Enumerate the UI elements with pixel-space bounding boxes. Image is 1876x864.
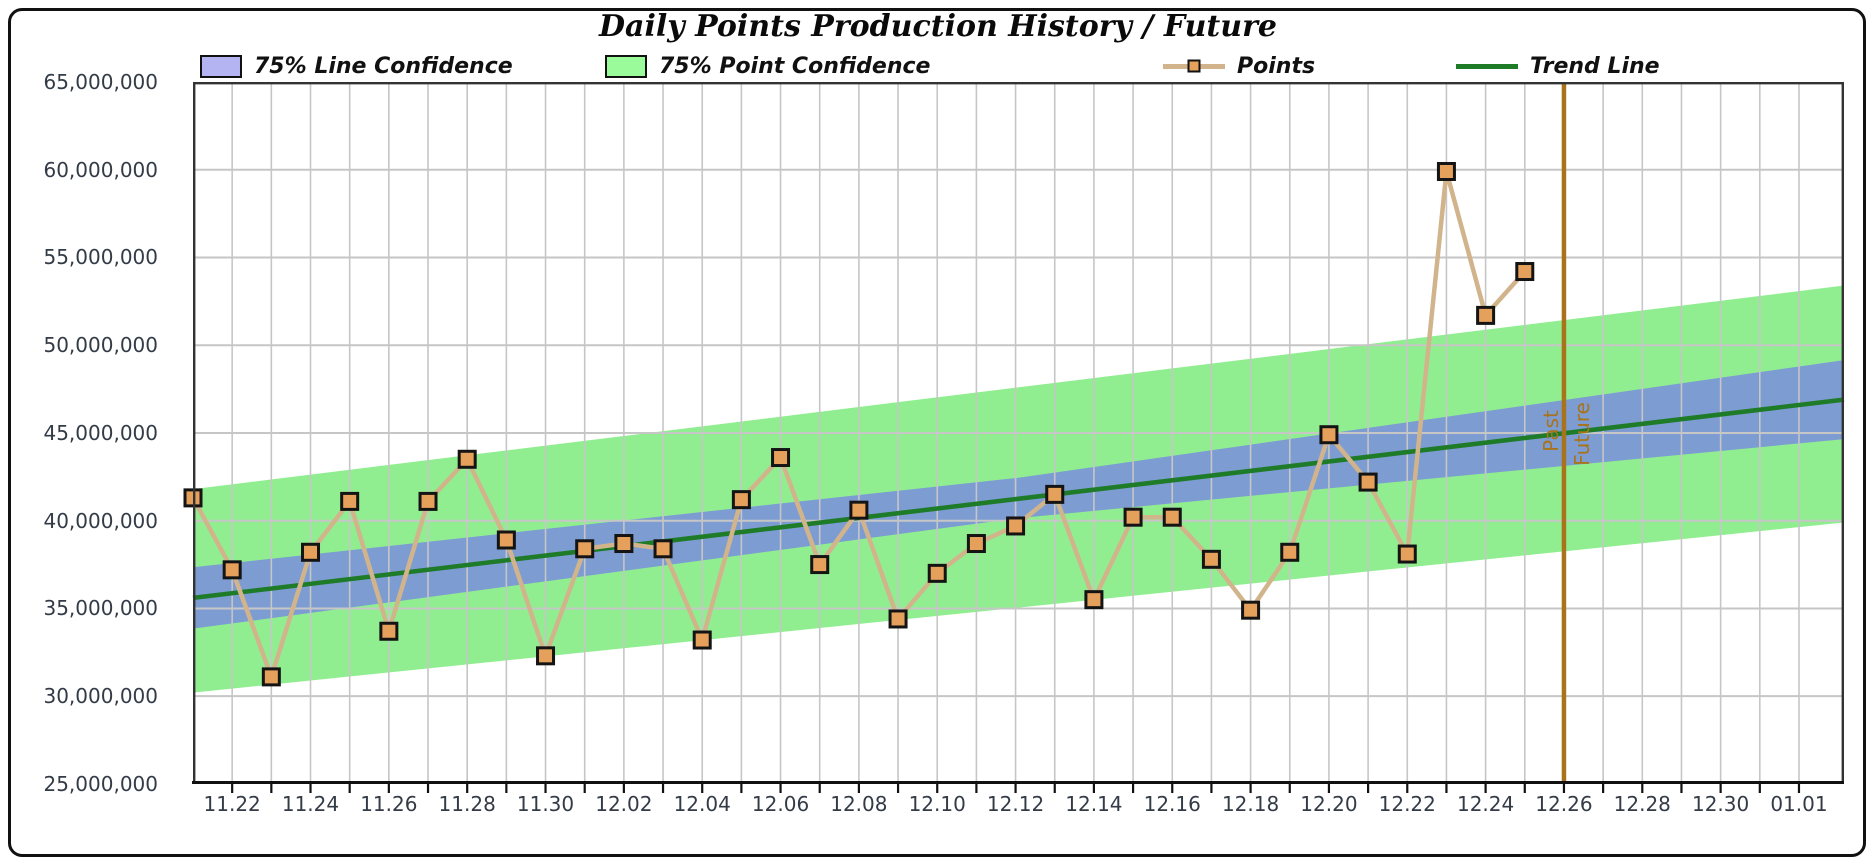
data-point-marker <box>810 555 830 575</box>
data-point-marker <box>1476 305 1496 325</box>
x-axis-label: 12.12 <box>986 792 1045 816</box>
legend-item-trend-line: Trend Line <box>1456 52 1660 80</box>
y-axis-label: 35,000,000 <box>43 596 158 621</box>
chart-frame <box>8 8 1866 857</box>
x-axis-label: 12.18 <box>1221 792 1280 816</box>
data-point-marker <box>731 490 751 510</box>
data-point-marker <box>653 539 673 559</box>
points-series-swatch <box>1163 59 1225 73</box>
y-axis-label: 40,000,000 <box>43 508 158 533</box>
data-point-marker <box>1241 600 1261 620</box>
future-label: Future <box>1570 402 1594 466</box>
x-axis-label: 12.22 <box>1378 792 1436 816</box>
data-point-marker <box>222 560 242 580</box>
past-label: Past <box>1539 410 1563 452</box>
x-axis-label: 12.26 <box>1535 792 1593 816</box>
y-axis-label: 30,000,000 <box>43 684 158 709</box>
y-axis-label: 55,000,000 <box>43 245 158 270</box>
y-axis-label: 25,000,000 <box>43 771 158 796</box>
trend-line-swatch <box>1456 63 1518 69</box>
legend-item-line-confidence: 75% Line Confidence <box>200 52 513 80</box>
data-point-marker <box>1397 544 1417 564</box>
data-point-marker <box>1319 425 1339 445</box>
x-axis-label: 12.30 <box>1691 792 1750 816</box>
x-axis-label: 11.26 <box>360 792 418 816</box>
data-point-marker <box>927 563 947 583</box>
points-marker-icon <box>1187 59 1201 73</box>
y-axis-label: 60,000,000 <box>43 157 158 182</box>
legend-item-point-confidence: 75% Point Confidence <box>605 52 930 80</box>
data-point-marker <box>849 500 869 520</box>
x-axis-label: 11.28 <box>438 792 496 816</box>
data-point-marker <box>301 542 321 562</box>
x-axis-label: 01.01 <box>1770 792 1828 816</box>
data-point-marker <box>457 449 477 469</box>
data-point-marker <box>1084 590 1104 610</box>
data-point-marker <box>692 630 712 650</box>
data-point-marker <box>536 646 556 666</box>
x-axis-label: 12.24 <box>1456 792 1515 816</box>
plot-area: Past Future <box>183 82 1845 793</box>
line-confidence-swatch <box>200 54 242 78</box>
x-axis-label: 12.08 <box>830 792 888 816</box>
x-axis-label: 12.16 <box>1143 792 1201 816</box>
data-point-marker <box>1201 549 1221 569</box>
x-axis-label: 12.04 <box>673 792 731 816</box>
legend-item-points: Points <box>1163 52 1315 80</box>
data-point-marker <box>575 539 595 559</box>
y-axis-label: 65,000,000 <box>43 70 158 94</box>
data-point-marker <box>1045 484 1065 504</box>
data-point-marker <box>1123 507 1143 527</box>
x-axis-label: 11.30 <box>516 792 575 816</box>
chart-title: Daily Points Production History / Future <box>599 9 1277 44</box>
y-axis-label: 50,000,000 <box>43 333 158 358</box>
x-axis-label: 12.10 <box>908 792 966 816</box>
data-point-marker <box>261 667 281 687</box>
x-axis-label: 11.24 <box>281 792 340 816</box>
data-point-marker <box>1358 472 1378 492</box>
data-point-marker <box>1162 507 1182 527</box>
data-point-marker <box>1515 262 1535 282</box>
x-axis-label: 12.14 <box>1065 792 1123 816</box>
data-point-marker <box>614 534 634 554</box>
legend-label: 75% Line Confidence <box>254 53 513 79</box>
legend-label: Trend Line <box>1530 53 1660 79</box>
data-point-marker <box>966 534 986 554</box>
x-axis-label: 12.28 <box>1613 792 1671 816</box>
data-point-marker <box>1280 542 1300 562</box>
trend-line <box>192 397 1845 601</box>
x-axis-label: 12.20 <box>1300 792 1358 816</box>
data-point-marker <box>496 530 516 550</box>
x-axis-label: 11.22 <box>203 792 261 816</box>
data-point-marker <box>1436 161 1456 181</box>
data-point-marker <box>418 491 438 511</box>
data-point-marker <box>1006 516 1026 536</box>
data-point-marker <box>340 491 360 511</box>
legend-label: 75% Point Confidence <box>659 53 931 79</box>
data-point-marker <box>771 448 791 468</box>
data-point-marker <box>888 609 908 629</box>
point-confidence-swatch <box>605 54 647 78</box>
x-axis-label: 12.02 <box>595 792 653 816</box>
x-axis-label: 12.06 <box>751 792 810 816</box>
data-point-marker <box>379 621 399 641</box>
line-confidence-band <box>193 360 1844 629</box>
y-axis-label: 45,000,000 <box>43 420 158 445</box>
legend-label: Points <box>1237 53 1316 79</box>
